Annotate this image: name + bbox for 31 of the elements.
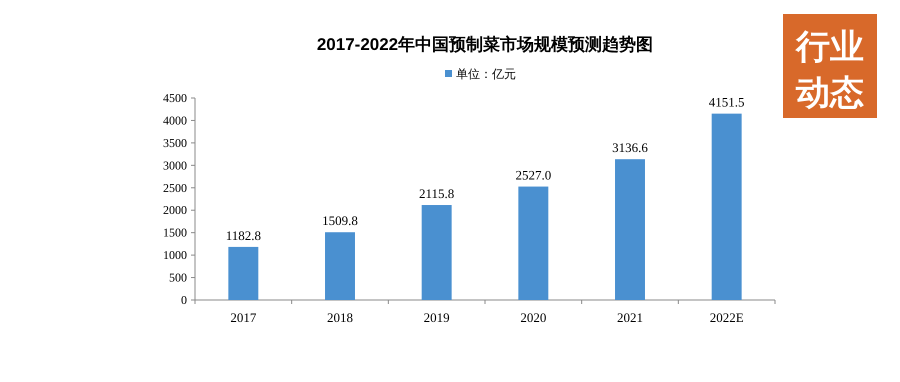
bar — [615, 159, 645, 300]
data-label: 4151.5 — [708, 94, 745, 110]
legend-label: 单位：亿元 — [456, 67, 516, 81]
y-tick-label: 4000 — [163, 113, 187, 128]
text: 行业动态 — [795, 28, 864, 112]
bar — [712, 114, 742, 300]
x-tick-label: 2022E — [710, 310, 744, 325]
y-tick-label: 0 — [181, 293, 187, 307]
data-label: 2115.8 — [419, 186, 454, 202]
y-tick-label: 2000 — [163, 203, 187, 218]
chart-title: 2017-2022年中国预制菜市场规模预测趋势图 — [316, 35, 654, 54]
x-tick-label: 2017 — [230, 310, 257, 325]
y-tick-label: 4500 — [163, 91, 187, 105]
y-tick-label: 3000 — [163, 158, 187, 172]
data-label: 1182.8 — [226, 228, 261, 243]
data-label: 1509.8 — [322, 213, 358, 228]
y-tick-label: 1500 — [163, 226, 187, 240]
y-tick-label: 3500 — [163, 136, 187, 150]
x-tick-label: 2019 — [424, 310, 450, 325]
bar — [422, 205, 452, 300]
y-tick-label: 2500 — [163, 180, 187, 195]
x-tick-label: 2020 — [520, 310, 546, 325]
y-tick-label: 500 — [169, 270, 187, 285]
x-tick-label: 2018 — [327, 310, 353, 325]
bar — [518, 186, 548, 300]
y-tick-label: 1000 — [163, 248, 187, 262]
x-tick-label: 2021 — [617, 310, 643, 325]
bar — [325, 232, 355, 300]
data-label: 2527.0 — [515, 168, 552, 183]
bar — [228, 246, 258, 300]
data-label: 3136.6 — [612, 140, 648, 156]
